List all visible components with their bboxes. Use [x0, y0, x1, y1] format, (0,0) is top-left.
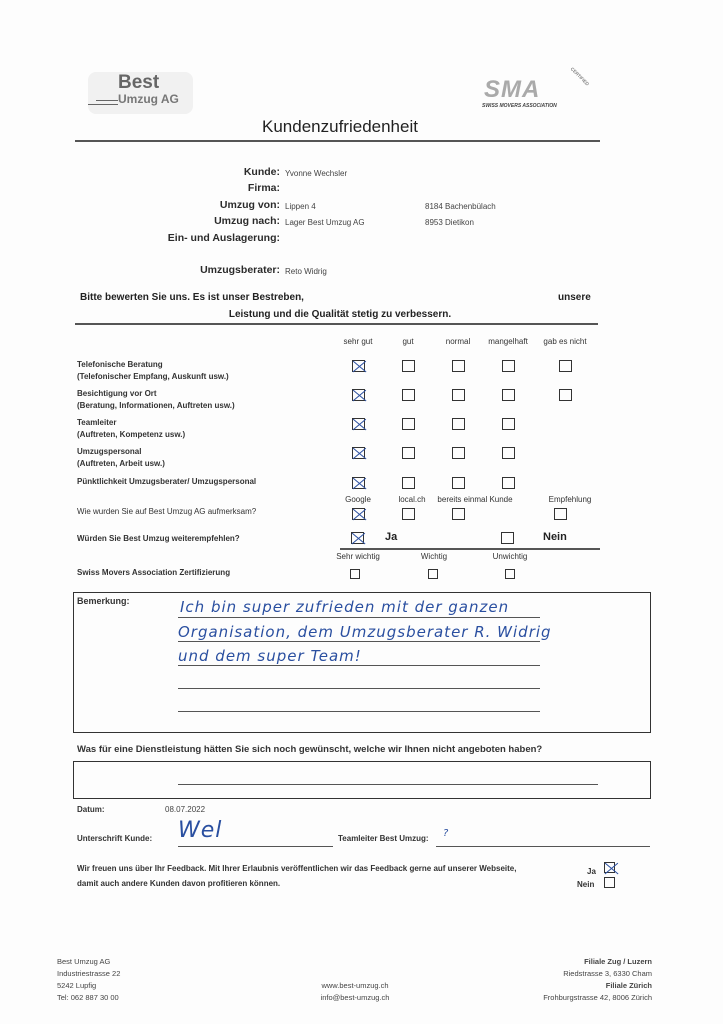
publish-yes-checkbox[interactable]	[604, 862, 615, 873]
footer-center: www.best-umzug.ch info@best-umzug.ch	[315, 980, 395, 1004]
source-checkbox[interactable]	[452, 508, 465, 520]
date-value: 08.07.2022	[165, 805, 206, 814]
rating-checkbox[interactable]	[402, 477, 415, 489]
rating-checkbox[interactable]	[502, 418, 515, 430]
rating-checkbox[interactable]	[559, 360, 572, 372]
rating-column-header: sehr gut	[343, 337, 373, 346]
source-option-label: Empfehlung	[548, 495, 592, 504]
remark-line-2: Organisation, dem Umzugsberater R. Widri…	[178, 623, 552, 641]
service-box[interactable]	[73, 761, 651, 799]
rating-row-title: Pünktlichkeit Umzugsberater/ Umzugsperso…	[77, 477, 257, 486]
rating-checkbox[interactable]	[352, 447, 365, 459]
rating-checkbox[interactable]	[402, 360, 415, 372]
rating-column-header: gut	[402, 337, 414, 346]
website-link[interactable]: www.best-umzug.ch	[321, 981, 389, 990]
sma-checkbox[interactable]	[505, 569, 515, 579]
rating-checkbox[interactable]	[502, 477, 515, 489]
page-title: Kundenzufriedenheit	[262, 117, 418, 136]
sma-option-label: Sehr wichtig	[336, 552, 380, 561]
rating-checkbox[interactable]	[452, 477, 465, 489]
publish-no-checkbox[interactable]	[604, 877, 615, 888]
source-checkbox[interactable]	[402, 508, 415, 520]
rating-row-subtitle: (Beratung, Informationen, Auftreten usw.…	[77, 401, 235, 410]
footer-left: Best Umzug AG Industriestrasse 22 5242 Lu…	[57, 957, 121, 1002]
rating-checkbox[interactable]	[452, 389, 465, 401]
rating-row-title: Besichtigung vor Ort	[77, 389, 157, 398]
recommend-no-checkbox[interactable]	[501, 532, 514, 544]
best-umzug-logo: Best Umzug AG	[88, 72, 193, 114]
source-option-label: local.ch	[398, 495, 426, 504]
source-option-label: Google	[345, 495, 371, 504]
rating-checkbox[interactable]	[502, 389, 515, 401]
title-divider	[75, 140, 600, 142]
footer-right: Filiale Zug / Luzern Riedstrasse 3, 6330 …	[543, 957, 652, 1002]
rating-checkbox[interactable]	[452, 360, 465, 372]
sma-option-label: Unwichtig	[492, 552, 528, 561]
rating-column-header: mangelhaft	[488, 337, 528, 346]
rating-checkbox[interactable]	[402, 389, 415, 401]
rating-checkbox[interactable]	[352, 389, 365, 401]
email-link[interactable]: info@best-umzug.ch	[320, 993, 390, 1002]
rating-checkbox[interactable]	[352, 477, 365, 489]
remark-line-1: Ich bin super zufrieden mit der ganzen	[180, 598, 510, 616]
rating-row-subtitle: (Auftreten, Kompetenz usw.)	[77, 430, 186, 439]
rating-checkbox[interactable]	[559, 389, 572, 401]
rating-row-title: Umzugspersonal	[77, 447, 142, 456]
rating-checkbox[interactable]	[502, 447, 515, 459]
remark-line-3: und dem super Team!	[178, 647, 362, 665]
sma-option-label: Wichtig	[420, 552, 448, 561]
rating-checkbox[interactable]	[402, 447, 415, 459]
rating-column-header: gab es nicht	[543, 337, 587, 346]
rating-checkbox[interactable]	[352, 418, 365, 430]
rating-checkbox[interactable]	[452, 447, 465, 459]
sma-checkbox[interactable]	[428, 569, 438, 579]
recommend-yes-checkbox[interactable]	[351, 532, 364, 544]
rating-checkbox[interactable]	[352, 360, 365, 372]
rating-row-title: Telefonische Beratung	[77, 360, 163, 369]
rating-checkbox[interactable]	[452, 418, 465, 430]
source-checkbox[interactable]	[554, 508, 567, 520]
rating-row-subtitle: (Auftreten, Arbeit usw.)	[77, 459, 165, 468]
remark-box[interactable]: Bemerkung:	[73, 592, 651, 733]
rating-checkbox[interactable]	[502, 360, 515, 372]
rating-checkbox[interactable]	[402, 418, 415, 430]
source-option-label: bereits einmal Kunde	[437, 495, 513, 504]
sma-logo: SMA SWISS MOVERS ASSOCIATION CERTIFIED	[482, 66, 590, 109]
customer-name: Yvonne Wechsler	[285, 169, 348, 178]
sma-checkbox[interactable]	[350, 569, 360, 579]
rating-row-title: Teamleiter	[77, 418, 117, 427]
rating-row-subtitle: (Telefonischer Empfang, Auskunft usw.)	[77, 372, 229, 381]
customer-signature: Wel	[178, 818, 223, 843]
rating-column-header: normal	[445, 337, 471, 346]
source-checkbox[interactable]	[352, 508, 365, 520]
